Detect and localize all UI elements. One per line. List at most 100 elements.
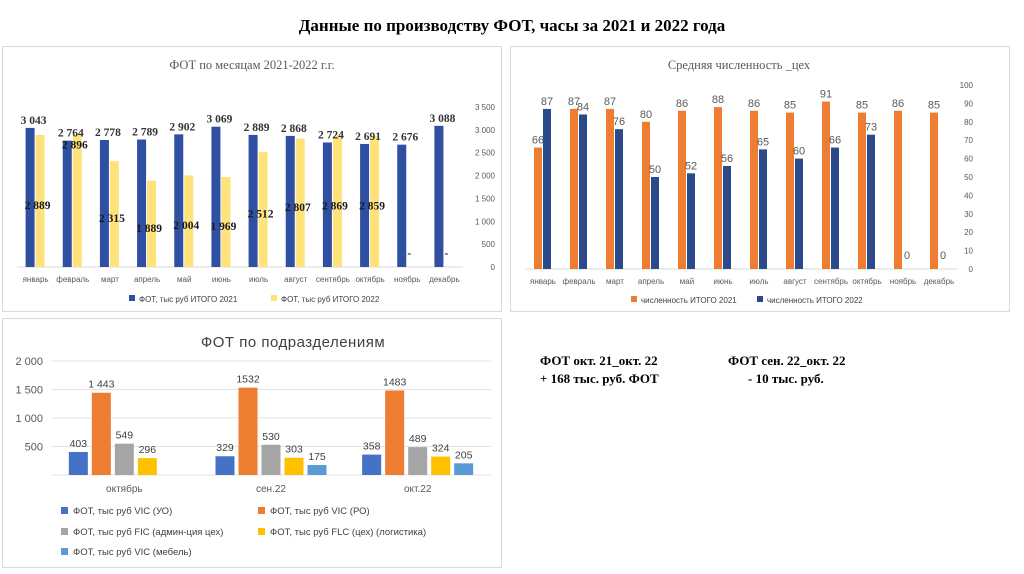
bar-2022 (579, 114, 587, 269)
bar-series-1 (68, 452, 88, 475)
data-label-series-3: 549 (116, 430, 134, 442)
data-label-2022: 66 (829, 135, 841, 147)
data-label-2021: 86 (676, 98, 688, 110)
x-tick-label: сентябрь (814, 277, 848, 286)
headcount-chart-panel: Средняя численность _цех 0 10 20 30 40 50 60 70 8… (510, 46, 1010, 312)
data-label-2021: 91 (820, 89, 832, 101)
x-tick-label: сентябрь (316, 275, 350, 284)
bar-2021 (786, 112, 794, 269)
x-tick-label: апрель (134, 275, 160, 284)
bar-2021 (570, 108, 578, 269)
data-label-2022: 52 (685, 160, 697, 172)
y-tick-label: 3 500 (475, 103, 496, 112)
data-label-2021: 80 (640, 109, 652, 121)
x-tick-label: декабрь (429, 275, 459, 284)
y-tick-label: 500 (25, 442, 43, 454)
data-label-2021: 3 043 (21, 115, 47, 127)
x-tick-label: октябрь (852, 277, 881, 286)
y-tick-label: 20 (964, 228, 973, 237)
x-tick-label: окт.22 (404, 484, 432, 495)
x-tick-label: июль (749, 277, 768, 286)
data-label-2021: 2 764 (58, 128, 84, 140)
bar-2021 (678, 110, 686, 269)
data-label-series-4: 303 (285, 444, 303, 456)
y-tick-label: 1 500 (15, 385, 43, 397)
y-tick-label: 1 500 (475, 194, 496, 203)
data-label-2021: 2 902 (169, 121, 195, 133)
data-label-2022: - (407, 248, 411, 260)
legend-label: ФОТ, тыс руб VIC (РО) (270, 506, 370, 517)
bar-2021 (99, 140, 109, 267)
data-label-2021: 2 778 (95, 127, 121, 139)
x-tick-label: ноябрь (890, 277, 916, 286)
bar-2021 (360, 143, 370, 267)
data-label-2022: 2 859 (359, 201, 385, 213)
bar-2022 (370, 136, 380, 267)
x-tick-label: октябрь (106, 483, 143, 495)
data-label-2021: 2 691 (355, 131, 381, 143)
y-tick-label: 2 000 (15, 356, 43, 368)
legend-swatch (271, 295, 277, 301)
bar-2021 (858, 112, 866, 269)
bar-series-3 (114, 443, 134, 475)
y-tick-label: 10 (964, 247, 973, 256)
data-label-series-1: 329 (216, 442, 234, 454)
bar-2022 (109, 161, 119, 267)
y-tick-label: 70 (964, 136, 973, 145)
bar-2021 (285, 135, 295, 267)
y-tick-label: 90 (964, 99, 973, 108)
x-tick-label: декабрь (924, 277, 954, 286)
bar-series-4 (137, 458, 157, 475)
bar-2021 (25, 127, 35, 268)
y-tick-label: 1 000 (475, 217, 496, 226)
legend-swatch (757, 296, 763, 302)
data-label-2021: 86 (748, 98, 760, 110)
bar-2021 (397, 144, 407, 267)
bar-2022 (332, 135, 342, 267)
data-label-2021: 2 676 (392, 132, 418, 144)
department-payroll-chart: ФОТ по подразделениям 500 1 000 1 500 2 000 о… (15, 334, 491, 558)
data-label-2021: 2 724 (318, 129, 344, 141)
legend-label: ФОТ, тыс руб ИТОГО 2022 (281, 295, 380, 304)
bar-2022 (759, 149, 767, 269)
bar-series-1 (215, 456, 235, 475)
x-tick-label: март (101, 275, 119, 284)
legend-swatch (631, 296, 637, 302)
bar-2021 (930, 112, 938, 269)
data-label-series-1: 358 (363, 441, 381, 453)
bar-series-5 (307, 465, 327, 475)
bar-2022 (615, 129, 623, 269)
data-label-2022: 65 (757, 136, 769, 148)
data-label-2021: 86 (892, 98, 904, 110)
bar-2022 (687, 173, 695, 269)
page-title: Данные по производству ФОТ, часы за 2021… (298, 16, 726, 35)
note-oct-line2: + 168 тыс. руб. ФОТ (540, 371, 659, 386)
bar-2022 (35, 134, 45, 267)
y-tick-label: 30 (964, 210, 973, 219)
data-label-2022: - (444, 248, 448, 260)
y-tick-label: 50 (964, 173, 973, 182)
data-label-2022: 76 (613, 116, 625, 128)
data-label-series-2: 1 443 (88, 379, 114, 391)
bar-2022 (184, 175, 194, 267)
y-tick-label: 500 (482, 240, 496, 249)
bar-2021 (174, 134, 184, 267)
note-sep-line1: ФОТ сен. 22_окт. 22 (728, 353, 846, 368)
data-label-2022: 0 (904, 250, 910, 262)
data-label-2021: 88 (712, 94, 724, 106)
data-label-2021: 85 (856, 100, 868, 112)
bar-2021 (62, 140, 72, 267)
data-label-2021: 2 868 (281, 123, 307, 135)
bar-2021 (137, 139, 147, 267)
y-tick-label: 0 (491, 263, 496, 272)
data-label-2022: 60 (793, 146, 805, 158)
legend-label: ФОТ, тыс руб VIC (мебель) (73, 547, 192, 558)
data-label-series-3: 489 (409, 433, 427, 445)
x-tick-label: май (177, 275, 191, 284)
bar-2022 (147, 180, 157, 267)
x-tick-label: август (284, 275, 308, 284)
data-label-2022: 2 004 (173, 220, 199, 232)
data-label-series-4: 296 (139, 444, 157, 456)
bar-2021 (642, 121, 650, 269)
legend-label: численность ИТОГО 2021 (641, 296, 737, 305)
